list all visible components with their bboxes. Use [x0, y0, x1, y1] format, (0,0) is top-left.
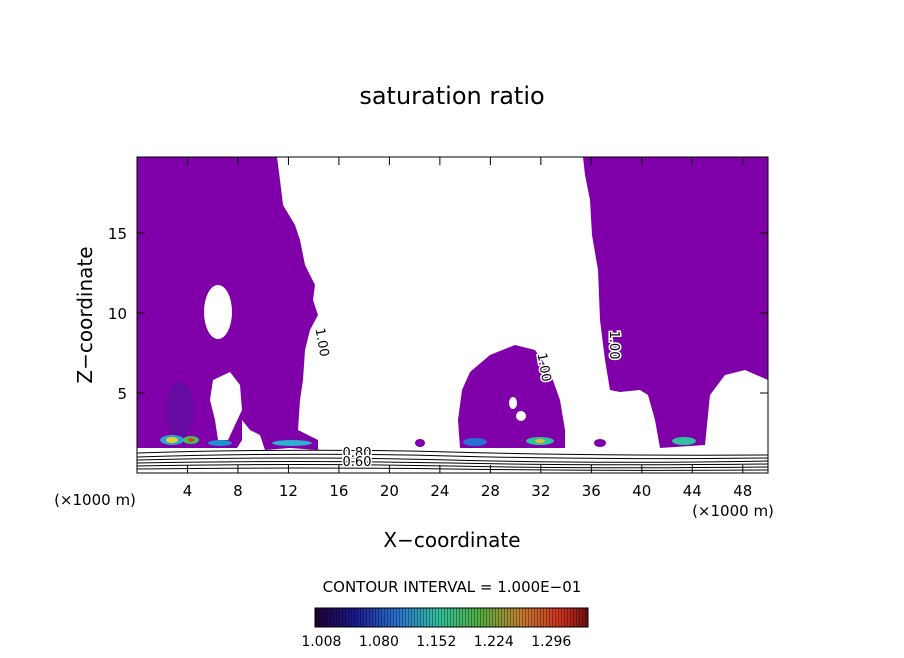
x-tick-label: 28 [481, 482, 500, 500]
x-tick-label: 4 [183, 482, 193, 500]
contour-line [137, 457, 768, 463]
plot-frame [136, 156, 769, 474]
contour-label: 1.00 [312, 327, 332, 358]
hot-spots [160, 382, 696, 446]
contour-label: 0.60 [343, 455, 372, 470]
colorbar-frame [314, 607, 589, 628]
spot [166, 382, 194, 438]
y-tick-label: 15 [108, 225, 127, 243]
x-tick-label: 16 [329, 482, 348, 500]
chart-title: saturation ratio [359, 82, 544, 110]
y-tick-label: 5 [117, 385, 127, 403]
colorbar-tick-label: 1.008 [301, 634, 341, 650]
hole [210, 372, 242, 440]
spot [188, 438, 194, 442]
colorbar-tick-label: 1.224 [474, 634, 514, 650]
contour-line [137, 449, 768, 456]
contour-line [137, 467, 768, 471]
x-tick-label: 20 [380, 482, 399, 500]
hole [509, 397, 517, 409]
region [594, 439, 606, 447]
hole [204, 285, 232, 339]
x-tick-label: 48 [733, 482, 752, 500]
region [458, 345, 565, 448]
spot [166, 437, 178, 443]
colorbar-tick-label: 1.080 [359, 634, 399, 650]
x-unit: (×1000 m) [692, 502, 774, 520]
x-tick-label: 12 [279, 482, 298, 500]
colorbar-tick-label: 1.296 [531, 634, 571, 650]
x-tick-label: 32 [531, 482, 550, 500]
y-tick-label: 10 [108, 305, 127, 323]
contour-interval: CONTOUR INTERVAL = 1.000E−01 [323, 578, 582, 596]
x-tick-label: 44 [683, 482, 702, 500]
contour-line [137, 461, 768, 466]
hole [516, 411, 526, 421]
x-tick-label: 40 [632, 482, 651, 500]
contour-line [137, 453, 768, 460]
x-tick-label: 36 [582, 482, 601, 500]
contour-fill [137, 157, 768, 471]
x-axis-label: X−coordinate [383, 528, 520, 552]
spot [208, 440, 232, 446]
y-axis-label: Z−coordinate [73, 246, 97, 383]
contour-line [137, 464, 768, 469]
contour-label: 1.00 [606, 331, 621, 360]
contour-label: 0.80 [343, 446, 372, 461]
x-unit: (×1000 m) [54, 491, 136, 509]
x-tick-label: 24 [430, 482, 449, 500]
contour-label: 1.00 [534, 352, 554, 383]
x-tick-label: 8 [233, 482, 243, 500]
region [415, 439, 425, 447]
spot [463, 438, 487, 446]
spot [672, 437, 696, 445]
contour-lines [137, 449, 768, 471]
spot [272, 440, 312, 446]
region [583, 157, 768, 448]
spot [535, 439, 545, 443]
colorbar-tick-label: 1.152 [416, 634, 456, 650]
